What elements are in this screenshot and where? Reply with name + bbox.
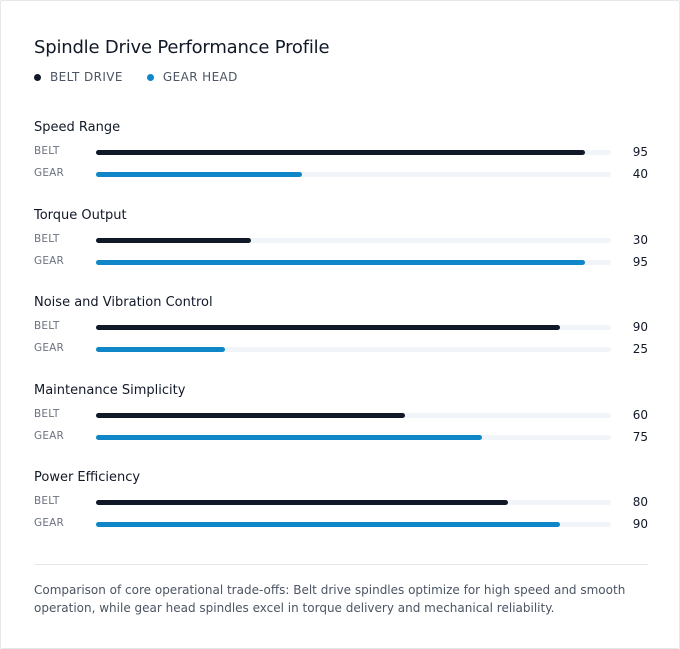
legend-swatch-gear-head	[146, 73, 154, 81]
legend-label-belt-drive: BELT DRIVE	[50, 70, 123, 84]
group-power-efficiency: Power Efficiency BELT 80 GEAR 90	[34, 470, 654, 540]
data-label: 60	[632, 407, 648, 422]
data-label: 95	[632, 145, 648, 159]
group-noise-and-vibration-control: Noise and Vibration Control BELT 90 GEAR 25	[34, 295, 654, 365]
bar-track	[96, 325, 611, 330]
bar-track	[96, 259, 611, 265]
bar-track	[96, 522, 611, 527]
bar-row-gear: GEAR 25	[34, 342, 654, 356]
series-row-label: GEAR	[34, 429, 65, 442]
bar-row-gear: GEAR 95	[34, 255, 654, 269]
data-label: 40	[632, 167, 648, 181]
chart-caption: Comparison of core operational trade-off…	[34, 583, 626, 615]
bar-row-belt: BELT 30	[34, 233, 654, 247]
bar-gear-head-power-efficiency	[96, 522, 560, 527]
category-label: Maintenance Simplicity	[34, 382, 186, 398]
bar-track	[96, 150, 611, 155]
legend-item-belt-drive: BELT DRIVE	[34, 70, 123, 84]
category-label: Speed Range	[34, 120, 121, 135]
series-row-label: GEAR	[34, 254, 65, 267]
series-row-label: BELT	[34, 407, 60, 420]
bar-belt-drive-maintenance-simplicity	[96, 412, 405, 418]
bar-gear-head-noise-and-vibration-control	[96, 347, 225, 352]
bar-track	[96, 237, 611, 243]
legend-swatch-belt-drive	[34, 73, 41, 81]
data-label: 25	[632, 342, 648, 356]
chart-title: Spindle Drive Performance Profile	[34, 37, 330, 58]
data-label: 80	[632, 495, 648, 509]
caption-divider	[34, 564, 648, 565]
bar-gear-head-maintenance-simplicity	[96, 434, 483, 440]
bar-belt-drive-speed-range	[96, 150, 586, 155]
bar-gear-head-speed-range	[96, 172, 302, 177]
category-label: Power Efficiency	[34, 470, 141, 485]
series-row-label: GEAR	[34, 167, 65, 179]
series-row-label: BELT	[34, 320, 60, 332]
bar-row-belt: BELT 80	[34, 495, 654, 509]
bar-belt-drive-torque-output	[96, 237, 251, 243]
bar-belt-drive-power-efficiency	[96, 500, 508, 505]
group-torque-output: Torque Output BELT 30 GEAR 95	[34, 208, 654, 278]
bar-row-gear: GEAR 40	[34, 167, 654, 181]
category-label: Noise and Vibration Control	[34, 295, 213, 310]
bar-row-belt: BELT 90	[34, 320, 654, 334]
bar-row-belt: BELT 95	[34, 145, 654, 159]
bar-track	[96, 172, 611, 177]
bar-track	[96, 434, 611, 440]
data-label: 30	[632, 232, 648, 247]
data-label: 95	[632, 254, 648, 269]
series-row-label: GEAR	[34, 342, 65, 354]
group-maintenance-simplicity: Maintenance Simplicity BELT 60 GEAR 75	[34, 383, 654, 453]
data-label: 90	[632, 320, 648, 334]
series-row-label: GEAR	[34, 517, 65, 529]
bar-track	[96, 347, 611, 352]
bar-row-gear: GEAR 90	[34, 517, 654, 531]
bar-row-belt: BELT 60	[34, 408, 654, 422]
series-row-label: BELT	[34, 495, 60, 507]
series-row-label: BELT	[34, 145, 60, 157]
legend-label-gear-head: GEAR HEAD	[162, 70, 238, 84]
legend-item-gear-head: GEAR HEAD	[146, 70, 238, 84]
bar-track	[96, 500, 611, 505]
data-label: 90	[632, 517, 648, 531]
bar-gear-head-torque-output	[96, 259, 586, 265]
category-label: Torque Output	[34, 207, 127, 223]
data-label: 75	[632, 429, 648, 444]
bar-track	[96, 412, 611, 418]
legend: BELT DRIVE GEAR HEAD	[34, 70, 262, 84]
series-row-label: BELT	[34, 232, 60, 245]
group-speed-range: Speed Range BELT 95 GEAR 40	[34, 120, 654, 190]
bar-belt-drive-noise-and-vibration-control	[96, 325, 560, 330]
bar-row-gear: GEAR 75	[34, 430, 654, 444]
